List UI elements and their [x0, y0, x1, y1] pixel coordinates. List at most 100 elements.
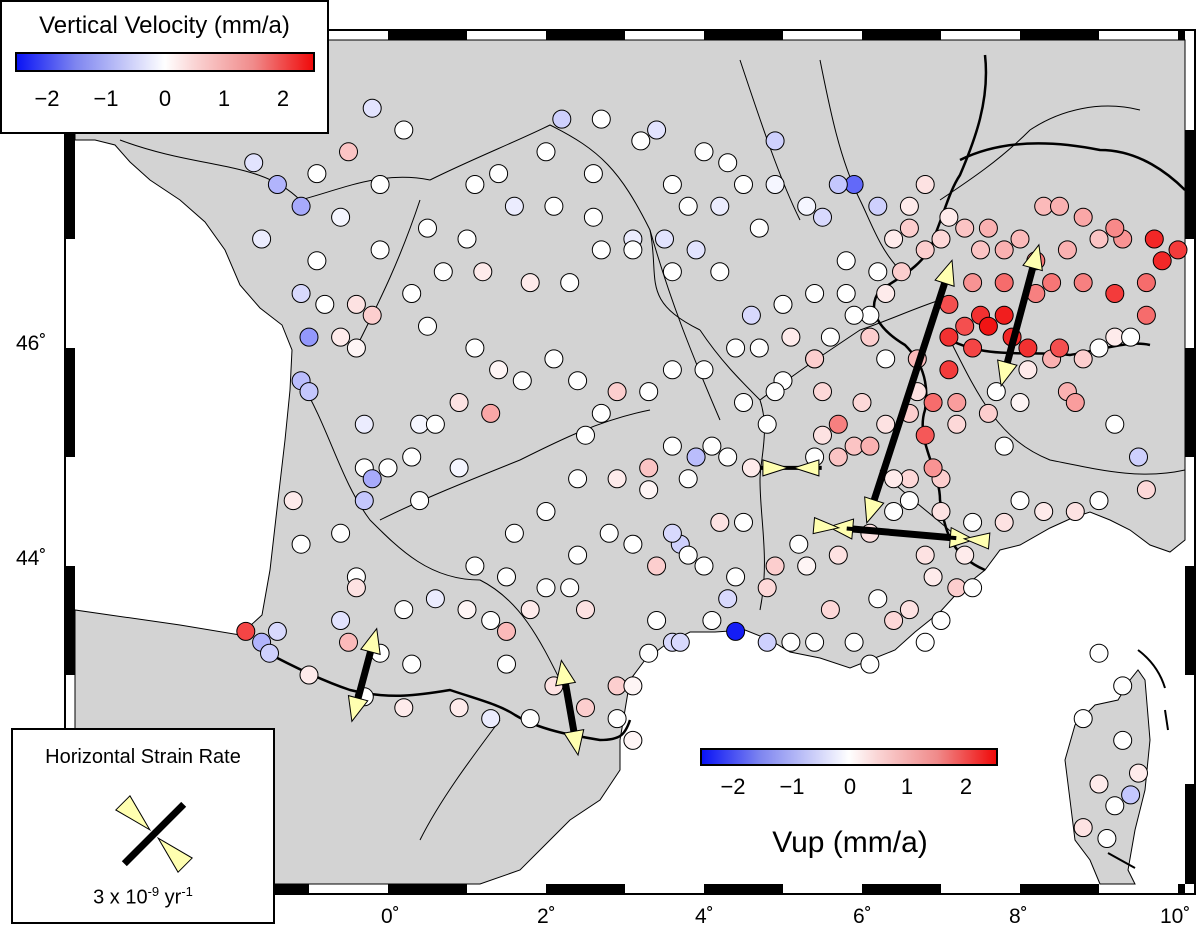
- gps-station[interactable]: [678, 545, 698, 565]
- gps-station[interactable]: [931, 502, 951, 521]
- gps-station[interactable]: [362, 305, 382, 325]
- gps-station[interactable]: [267, 175, 287, 194]
- gps-station[interactable]: [481, 709, 501, 729]
- gps-station[interactable]: [828, 175, 848, 194]
- gps-station[interactable]: [702, 436, 722, 456]
- gps-station[interactable]: [457, 229, 477, 249]
- gps-station[interactable]: [923, 393, 943, 412]
- gps-station[interactable]: [1136, 305, 1156, 325]
- gps-station[interactable]: [607, 382, 627, 402]
- gps-station[interactable]: [820, 600, 840, 620]
- gps-station[interactable]: [465, 556, 485, 576]
- gps-station[interactable]: [1129, 447, 1148, 467]
- gps-station[interactable]: [576, 698, 595, 718]
- gps-station[interactable]: [299, 327, 319, 347]
- gps-station[interactable]: [607, 676, 627, 696]
- gps-station[interactable]: [852, 393, 872, 412]
- gps-station[interactable]: [797, 556, 817, 576]
- gps-station[interactable]: [568, 469, 588, 489]
- gps-station[interactable]: [686, 447, 706, 467]
- gps-station[interactable]: [1010, 491, 1030, 511]
- gps-station[interactable]: [552, 109, 572, 129]
- gps-station[interactable]: [884, 502, 904, 521]
- gps-station[interactable]: [260, 643, 279, 663]
- gps-station[interactable]: [955, 545, 975, 565]
- gps-station[interactable]: [994, 512, 1014, 532]
- gps-station[interactable]: [331, 611, 351, 630]
- gps-station[interactable]: [283, 491, 303, 511]
- gps-station[interactable]: [536, 502, 556, 521]
- gps-station[interactable]: [497, 621, 516, 641]
- gps-station[interactable]: [1073, 349, 1093, 369]
- gps-station[interactable]: [402, 654, 422, 674]
- gps-station[interactable]: [402, 447, 422, 467]
- gps-station[interactable]: [481, 403, 501, 423]
- gps-station[interactable]: [473, 262, 493, 282]
- gps-station[interactable]: [1113, 676, 1133, 696]
- gps-station[interactable]: [978, 218, 998, 238]
- gps-station[interactable]: [868, 196, 888, 216]
- gps-station[interactable]: [734, 175, 753, 194]
- gps-station[interactable]: [726, 621, 746, 641]
- gps-station[interactable]: [1168, 240, 1188, 260]
- gps-station[interactable]: [955, 316, 975, 336]
- gps-station[interactable]: [623, 240, 643, 260]
- gps-station[interactable]: [923, 567, 943, 587]
- gps-station[interactable]: [339, 632, 358, 652]
- gps-station[interactable]: [457, 600, 477, 620]
- gps-station[interactable]: [315, 294, 335, 314]
- gps-station[interactable]: [520, 600, 540, 620]
- gps-station[interactable]: [726, 338, 746, 358]
- gps-station[interactable]: [536, 142, 556, 162]
- gps-station[interactable]: [765, 556, 785, 576]
- gps-station[interactable]: [607, 709, 627, 729]
- gps-station[interactable]: [244, 153, 264, 173]
- gps-station[interactable]: [583, 207, 603, 227]
- gps-station[interactable]: [915, 545, 935, 565]
- gps-station[interactable]: [828, 414, 848, 434]
- gps-station[interactable]: [354, 414, 374, 434]
- gps-station[interactable]: [686, 240, 706, 260]
- gps-station[interactable]: [876, 414, 896, 434]
- gps-station[interactable]: [662, 360, 682, 380]
- gps-station[interactable]: [963, 578, 983, 598]
- gps-station[interactable]: [449, 698, 469, 718]
- gps-station[interactable]: [1089, 774, 1109, 794]
- gps-station[interactable]: [662, 262, 682, 282]
- gps-station[interactable]: [963, 512, 983, 532]
- gps-station[interactable]: [749, 338, 769, 358]
- gps-station[interactable]: [876, 349, 896, 369]
- gps-station[interactable]: [1073, 818, 1093, 838]
- gps-station[interactable]: [765, 131, 785, 151]
- gps-station[interactable]: [536, 578, 556, 598]
- gps-station[interactable]: [1010, 393, 1030, 412]
- gps-station[interactable]: [591, 109, 611, 129]
- gps-station[interactable]: [702, 611, 722, 630]
- gps-station[interactable]: [252, 229, 272, 249]
- gps-station[interactable]: [1105, 414, 1125, 434]
- gps-station[interactable]: [425, 414, 445, 434]
- gps-station[interactable]: [694, 360, 714, 380]
- gps-station[interactable]: [425, 589, 445, 609]
- gps-station[interactable]: [813, 425, 832, 445]
- gps-station[interactable]: [978, 316, 998, 336]
- gps-station[interactable]: [986, 382, 1006, 402]
- gps-station[interactable]: [346, 294, 366, 314]
- gps-station[interactable]: [844, 436, 864, 456]
- gps-station[interactable]: [1018, 360, 1038, 380]
- gps-station[interactable]: [370, 175, 390, 194]
- gps-station[interactable]: [291, 534, 311, 554]
- gps-station[interactable]: [813, 207, 832, 227]
- gps-station[interactable]: [884, 469, 904, 489]
- gps-station[interactable]: [1065, 393, 1085, 412]
- gps-station[interactable]: [734, 393, 753, 412]
- gps-station[interactable]: [899, 469, 919, 489]
- gps-station[interactable]: [994, 305, 1014, 325]
- gps-station[interactable]: [860, 654, 880, 674]
- gps-station[interactable]: [836, 251, 856, 271]
- gps-station[interactable]: [963, 338, 983, 358]
- gps-station[interactable]: [694, 142, 714, 162]
- gps-station[interactable]: [560, 578, 580, 598]
- gps-station[interactable]: [378, 458, 398, 478]
- gps-station[interactable]: [718, 447, 738, 467]
